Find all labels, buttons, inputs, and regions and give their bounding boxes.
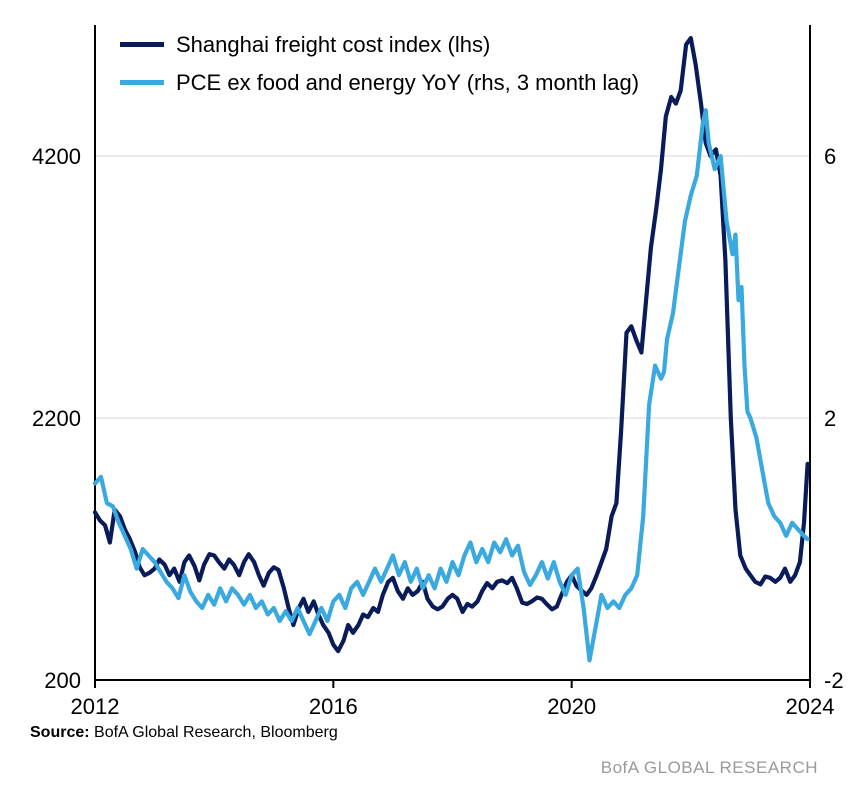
brand-mark: BofA GLOBAL RESEARCH (601, 758, 818, 778)
svg-text:2020: 2020 (547, 694, 596, 719)
legend-label-shanghai: Shanghai freight cost index (lhs) (176, 30, 490, 60)
legend-swatch-pce (120, 80, 164, 85)
svg-text:-2: -2 (824, 668, 844, 693)
svg-text:2012: 2012 (71, 694, 120, 719)
line-chart: 2012 2016 2020 2024 200 2200 4200 -2 2 6 (0, 0, 848, 790)
svg-text:6: 6 (824, 144, 836, 169)
legend-item-shanghai: Shanghai freight cost index (lhs) (120, 30, 639, 60)
legend-swatch-shanghai (120, 42, 164, 47)
svg-text:2200: 2200 (32, 406, 81, 431)
svg-text:2024: 2024 (786, 694, 835, 719)
chart-container: 2012 2016 2020 2024 200 2200 4200 -2 2 6 Shanghai… (0, 0, 848, 790)
source-line: Source: BofA Global Research, Bloomberg (30, 724, 338, 742)
legend: Shanghai freight cost index (lhs) PCE ex… (120, 30, 639, 105)
legend-label-pce: PCE ex food and energy YoY (rhs, 3 month… (176, 68, 639, 98)
source-text: BofA Global Research, Bloomberg (90, 724, 338, 741)
svg-text:4200: 4200 (32, 144, 81, 169)
svg-text:200: 200 (44, 668, 81, 693)
source-prefix: Source: (30, 724, 90, 741)
legend-item-pce: PCE ex food and energy YoY (rhs, 3 month… (120, 68, 639, 98)
svg-text:2: 2 (824, 406, 836, 431)
svg-text:2016: 2016 (309, 694, 358, 719)
